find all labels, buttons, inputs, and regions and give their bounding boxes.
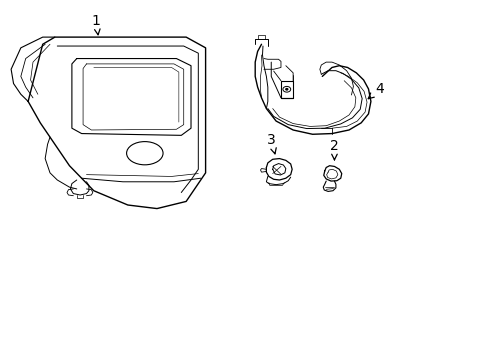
Text: 4: 4 (367, 82, 383, 99)
Text: 3: 3 (266, 133, 276, 154)
Text: 1: 1 (92, 14, 101, 35)
Text: 2: 2 (329, 139, 338, 160)
Circle shape (285, 89, 287, 90)
